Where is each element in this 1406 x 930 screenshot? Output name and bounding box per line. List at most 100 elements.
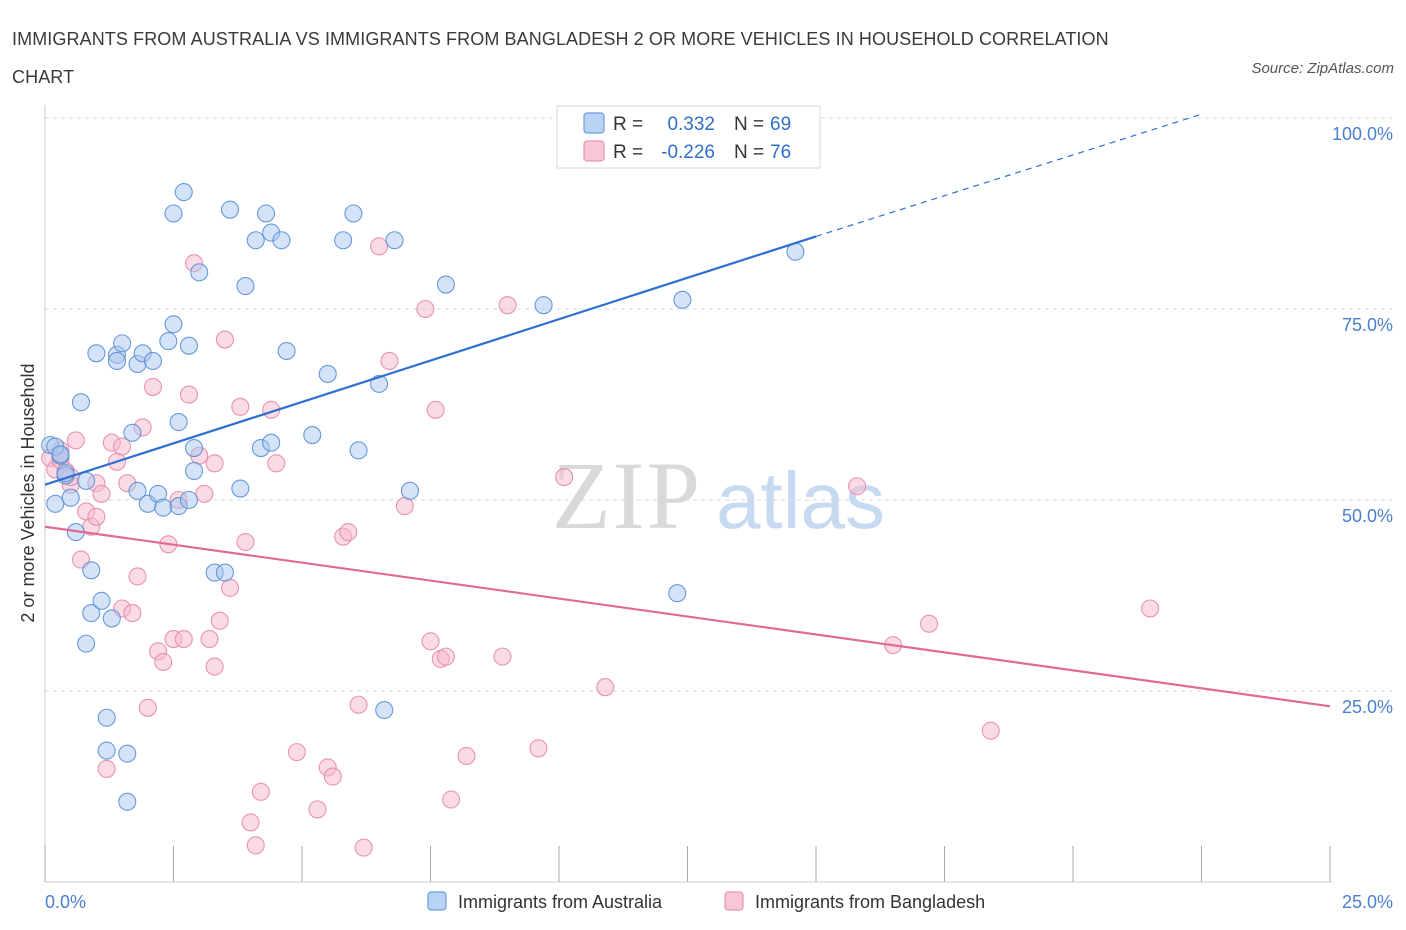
point-bangladesh: [287, 743, 306, 762]
point-australia: [436, 275, 455, 294]
bottom-legend: Immigrants from Australia Immigrants fro…: [427, 891, 985, 912]
point-australia: [107, 351, 127, 371]
point-bangladesh: [236, 532, 255, 552]
point-bangladesh: [113, 437, 132, 456]
y-tick-label: 100.0%: [1332, 124, 1393, 144]
legend-n-value-2: 76: [770, 142, 791, 163]
point-bangladesh: [154, 652, 173, 672]
point-bangladesh: [220, 578, 240, 597]
source-label: Source: ZipAtlas.com: [1251, 60, 1394, 77]
point-bangladesh: [179, 385, 198, 404]
point-australia: [668, 584, 687, 603]
point-bangladesh: [349, 695, 368, 714]
point-bangladesh: [1141, 599, 1160, 618]
point-australia: [87, 344, 106, 363]
point-australia: [82, 561, 101, 580]
point-bangladesh: [498, 296, 517, 315]
y-tick-label: 75.0%: [1342, 315, 1393, 335]
y-tick-label: 50.0%: [1342, 506, 1393, 526]
point-australia: [82, 604, 101, 623]
point-bangladesh: [370, 237, 389, 256]
point-australia: [375, 701, 394, 720]
point-australia: [534, 296, 553, 315]
legend-n-label-2: N =: [734, 142, 764, 163]
point-bangladesh: [981, 721, 1000, 740]
bottom-legend-swatch-bangladesh: [724, 891, 744, 911]
trend-line-bangladesh: [44, 525, 1331, 708]
point-bangladesh: [87, 507, 106, 526]
point-bangladesh: [426, 400, 445, 419]
point-australia: [51, 445, 70, 464]
point-australia: [77, 471, 96, 490]
point-australia: [190, 263, 209, 282]
point-australia: [118, 792, 137, 811]
point-australia: [102, 609, 121, 628]
bottom-legend-australia: Immigrants from Australia: [458, 892, 663, 912]
point-australia: [400, 481, 419, 500]
point-bangladesh: [231, 397, 250, 416]
point-bangladesh: [66, 431, 85, 450]
point-bangladesh: [143, 377, 162, 396]
point-australia: [185, 461, 204, 481]
point-bangladesh: [493, 647, 512, 666]
point-australia: [303, 426, 322, 445]
point-australia: [272, 231, 291, 250]
axes: [44, 105, 1332, 883]
series-australia-points: [41, 183, 805, 811]
point-bangladesh: [323, 767, 342, 786]
point-australia: [123, 423, 142, 442]
trend-line-australia-extension: [815, 113, 1202, 237]
point-australia: [154, 498, 173, 517]
point-australia: [349, 441, 368, 460]
y-tick-label: 25.0%: [1342, 697, 1393, 717]
point-bangladesh: [848, 477, 867, 496]
point-bangladesh: [308, 800, 327, 819]
y-tick-labels: 25.0% 50.0% 75.0% 100.0%: [1332, 124, 1393, 717]
watermark: ZIP atlas: [552, 442, 885, 549]
legend-swatch-bangladesh: [583, 140, 605, 162]
point-bangladesh: [421, 632, 440, 651]
point-bangladesh: [128, 567, 147, 586]
trend-line-australia: [44, 235, 817, 486]
legend-swatch-australia: [583, 112, 605, 134]
bottom-legend-swatch-australia: [427, 891, 447, 911]
bottom-legend-bangladesh: Immigrants from Bangladesh: [755, 892, 985, 912]
x-tick-label-max: 25.0%: [1342, 892, 1393, 912]
point-bangladesh: [529, 739, 548, 758]
point-australia: [77, 634, 96, 653]
point-australia: [97, 741, 116, 760]
point-australia: [236, 277, 255, 296]
point-australia: [169, 413, 188, 432]
point-australia: [97, 708, 116, 727]
point-australia: [215, 563, 234, 582]
point-australia: [385, 231, 404, 250]
point-australia: [185, 438, 204, 458]
point-bangladesh: [210, 611, 229, 630]
point-australia: [164, 204, 183, 223]
point-bangladesh: [97, 759, 116, 778]
point-bangladesh: [395, 497, 414, 516]
point-australia: [220, 200, 240, 219]
point-australia: [231, 479, 250, 498]
point-australia: [71, 393, 91, 412]
point-australia: [318, 364, 337, 383]
point-australia: [277, 341, 296, 361]
point-bangladesh: [555, 468, 574, 487]
point-australia: [61, 488, 80, 507]
point-bangladesh: [246, 836, 265, 855]
point-australia: [673, 290, 692, 309]
point-australia: [179, 490, 198, 510]
x-tick-label-min: 0.0%: [45, 892, 86, 912]
legend-r-label-1: R =: [613, 114, 643, 135]
point-bangladesh: [205, 657, 224, 676]
legend-r-value-2: -0.226: [661, 142, 715, 163]
point-australia: [128, 481, 147, 500]
legend-n-value-1: 69: [770, 114, 791, 135]
point-australia: [159, 332, 178, 351]
point-bangladesh: [92, 484, 111, 503]
point-australia: [179, 336, 198, 355]
point-bangladesh: [138, 698, 157, 717]
point-australia: [334, 231, 353, 250]
point-australia: [118, 744, 137, 763]
